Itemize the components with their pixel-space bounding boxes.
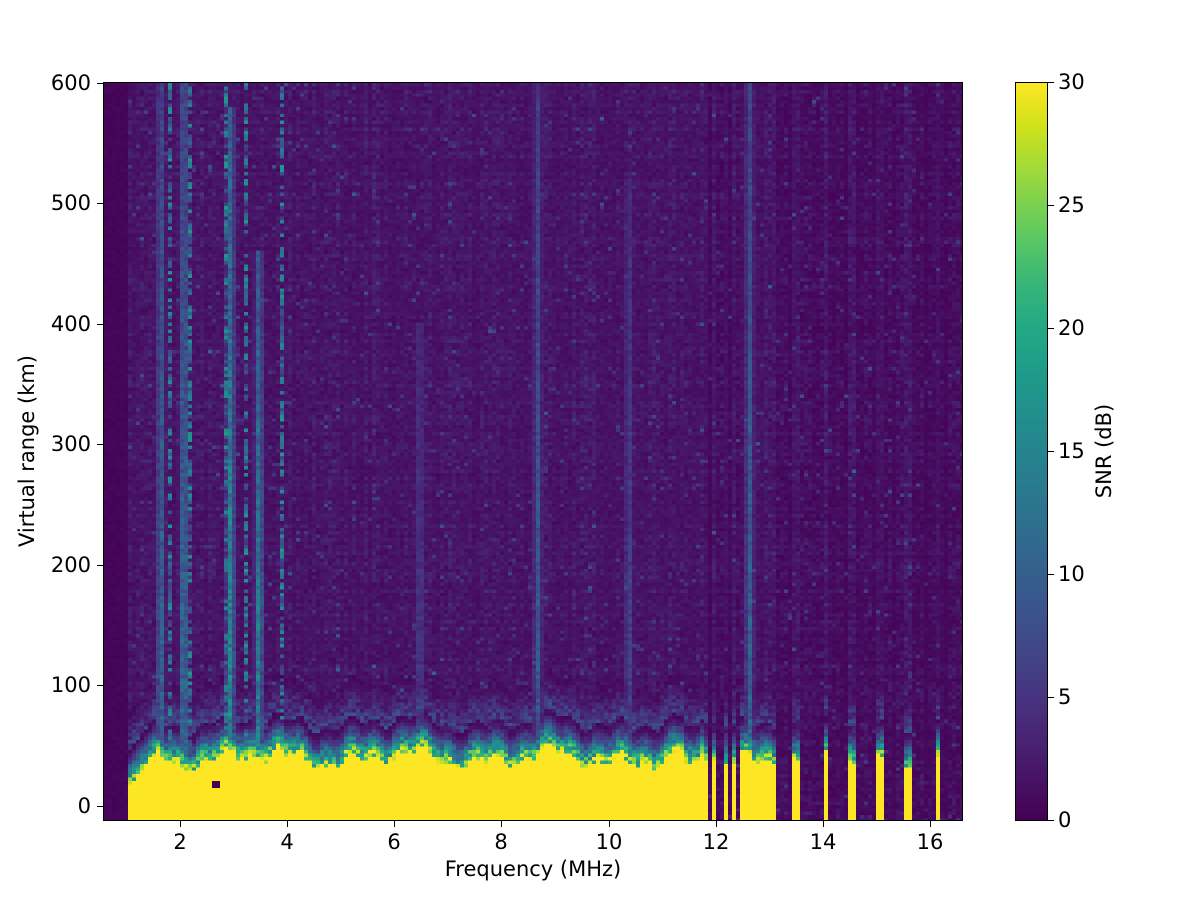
y-tick-label: 600 <box>50 71 91 95</box>
colorbar-gradient <box>1016 83 1047 820</box>
x-tick-label: 2 <box>173 830 187 854</box>
colorbar-label: SNR (dB) <box>1092 403 1116 499</box>
heatmap-plot-area <box>103 82 963 821</box>
snr-colorbar <box>1015 82 1048 821</box>
colorbar-tick-label: 25 <box>1058 193 1085 217</box>
y-tick-mark <box>97 203 103 205</box>
colorbar-tick-mark <box>1048 82 1054 84</box>
y-tick-mark <box>97 565 103 567</box>
y-tick-label: 300 <box>50 432 91 456</box>
y-tick-label: 100 <box>50 673 91 697</box>
colorbar-tick-mark <box>1048 451 1054 453</box>
x-tick-mark <box>501 821 503 827</box>
x-tick-label: 6 <box>387 830 401 854</box>
x-tick-mark <box>609 821 611 827</box>
colorbar-tick-mark <box>1048 328 1054 330</box>
colorbar-tick-mark <box>1048 697 1054 699</box>
y-tick-mark <box>97 83 103 85</box>
colorbar-tick-mark <box>1048 820 1054 822</box>
y-tick-mark <box>97 806 103 808</box>
colorbar-tick-mark <box>1048 205 1054 207</box>
colorbar-tick-label: 0 <box>1058 808 1072 832</box>
colorbar-tick-label: 30 <box>1058 70 1085 94</box>
y-tick-mark <box>97 685 103 687</box>
x-tick-mark <box>394 821 396 827</box>
x-tick-mark <box>930 821 932 827</box>
y-tick-label: 0 <box>77 794 91 818</box>
x-tick-label: 16 <box>916 830 944 854</box>
x-axis-label: Frequency (MHz) <box>444 857 622 881</box>
y-tick-label: 200 <box>50 553 91 577</box>
colorbar-tick-label: 15 <box>1058 439 1085 463</box>
x-tick-label: 10 <box>595 830 623 854</box>
x-tick-mark <box>287 821 289 827</box>
x-tick-mark <box>180 821 182 827</box>
colorbar-tick-label: 5 <box>1058 685 1072 709</box>
y-tick-mark <box>97 444 103 446</box>
ionogram-heatmap <box>104 83 962 820</box>
colorbar-tick-label: 20 <box>1058 316 1085 340</box>
x-tick-mark <box>823 821 825 827</box>
y-tick-label: 400 <box>50 312 91 336</box>
x-tick-label: 14 <box>809 830 837 854</box>
y-axis-label: Virtual range (km) <box>15 354 39 548</box>
colorbar-tick-label: 10 <box>1058 562 1085 586</box>
x-tick-label: 4 <box>280 830 294 854</box>
y-tick-label: 500 <box>50 191 91 215</box>
colorbar-tick-mark <box>1048 574 1054 576</box>
y-tick-mark <box>97 324 103 326</box>
x-tick-mark <box>716 821 718 827</box>
x-tick-label: 8 <box>494 830 508 854</box>
x-tick-label: 12 <box>702 830 730 854</box>
